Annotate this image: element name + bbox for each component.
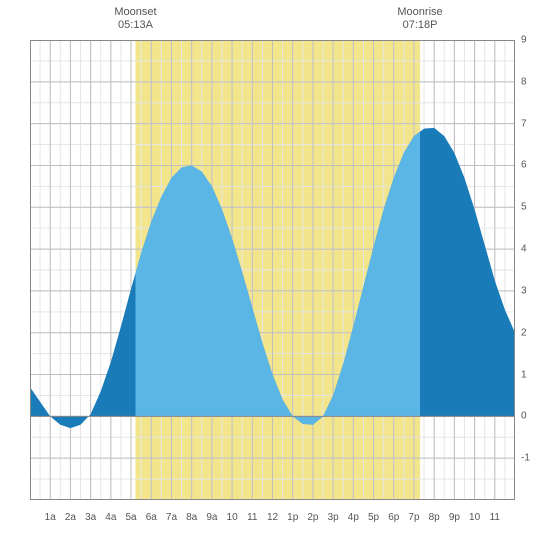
x-tick-label: 10 (469, 512, 480, 523)
tide-chart: Moonset 05:13A Moonrise 07:18P 1a2a3a4a5… (0, 0, 550, 550)
x-tick-label: 9p (449, 512, 460, 523)
y-tick-label: 2 (521, 327, 527, 338)
x-tick-label: 4a (105, 512, 116, 523)
x-tick-label: 4p (348, 512, 359, 523)
y-tick-label: 7 (521, 118, 527, 129)
y-tick-label: 4 (521, 244, 527, 255)
y-tick-label: -1 (521, 453, 530, 464)
x-tick-label: 6p (388, 512, 399, 523)
x-tick-label: 2a (65, 512, 76, 523)
plot-frame (30, 40, 515, 500)
x-tick-label: 1p (287, 512, 298, 523)
x-tick-label: 10 (227, 512, 238, 523)
x-tick-label: 8a (186, 512, 197, 523)
y-tick-label: 6 (521, 160, 527, 171)
x-tick-label: 12 (267, 512, 278, 523)
x-tick-label: 2p (307, 512, 318, 523)
x-tick-label: 6a (146, 512, 157, 523)
x-tick-label: 11 (490, 512, 500, 523)
x-tick-label: 7p (408, 512, 419, 523)
x-tick-label: 8p (429, 512, 440, 523)
x-tick-label: 3p (328, 512, 339, 523)
y-tick-label: 0 (521, 411, 527, 422)
x-tick-label: 7a (166, 512, 177, 523)
y-tick-label: 9 (521, 35, 527, 46)
x-tick-label: 1a (45, 512, 56, 523)
x-tick-label: 3a (85, 512, 96, 523)
y-tick-label: 5 (521, 202, 527, 213)
y-tick-label: 8 (521, 76, 527, 87)
x-tick-label: 5a (125, 512, 136, 523)
y-tick-label: 3 (521, 285, 527, 296)
y-tick-label: 1 (521, 369, 527, 380)
x-tick-label: 11 (247, 512, 257, 523)
x-tick-label: 5p (368, 512, 379, 523)
x-tick-label: 9a (206, 512, 217, 523)
